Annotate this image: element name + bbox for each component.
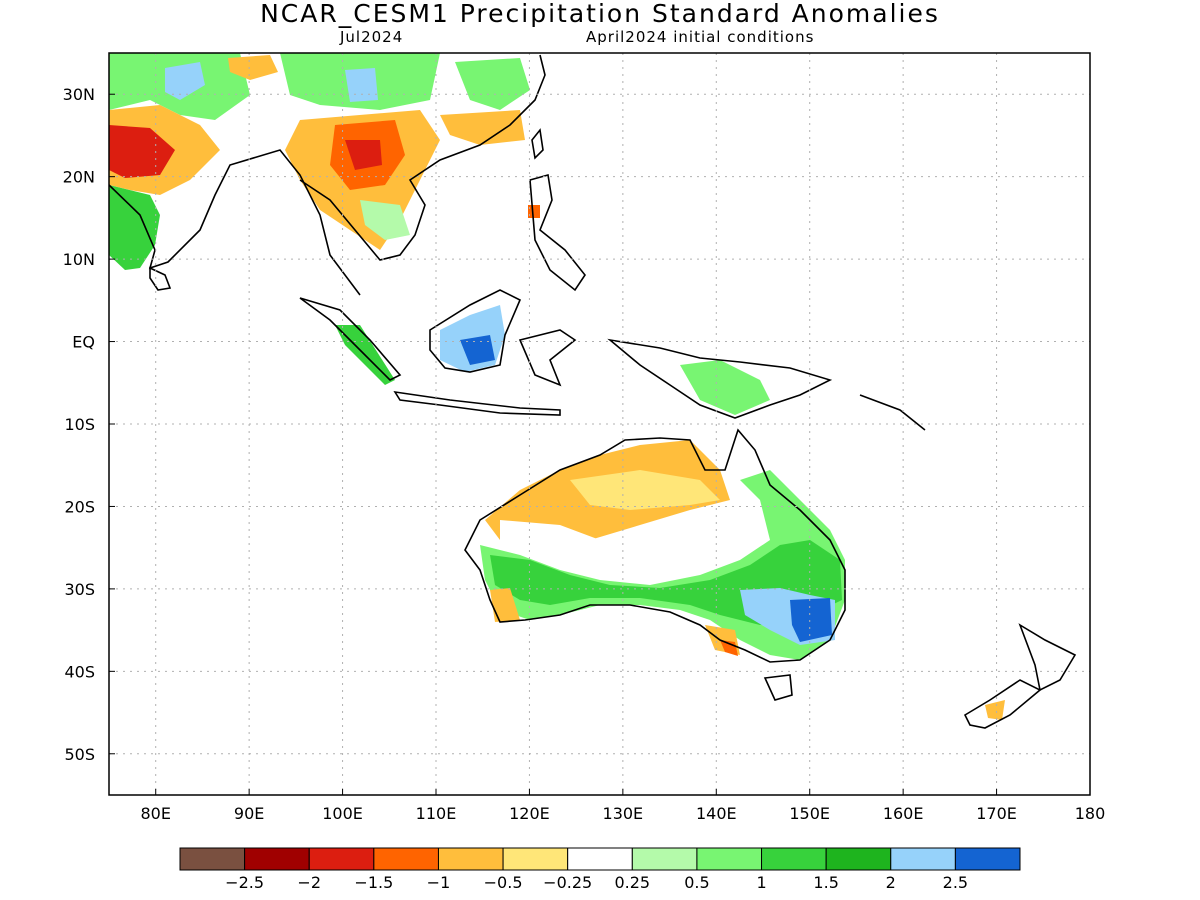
anomaly-patch (360, 200, 410, 240)
coastline-nz-north (1018, 623, 1077, 692)
lat-tick-label: 40S (64, 662, 95, 681)
lat-tick-label: EQ (72, 333, 95, 352)
coastline-java (393, 390, 561, 416)
coastline-new-guinea (607, 338, 833, 419)
colorbar-label: −1.5 (354, 873, 393, 892)
lon-tick-label: 90E (234, 804, 264, 823)
anomaly-patch (345, 140, 382, 170)
colorbar: −2.5 −2 −1.5 −1 −0.5 −0.25 0.25 0.5 1 1.5 2 2.5 (179, 847, 1021, 892)
lon-tick-label: 120E (509, 804, 550, 823)
coastline-taiwan (531, 128, 544, 160)
coastline-sumatra (299, 297, 402, 381)
coastline-sri-lanka (149, 266, 172, 291)
valid-month-label: Jul2024 (340, 28, 404, 46)
anomaly-patch (455, 58, 530, 110)
anomaly-patch (109, 125, 175, 178)
lon-tick-label: 140E (696, 804, 737, 823)
lon-tick-label: 130E (603, 804, 644, 823)
coastline-solomons (859, 394, 926, 431)
lat-tick-label: 50S (64, 745, 95, 764)
anomaly-patch (345, 68, 378, 102)
colorbar-swatch (179, 847, 246, 871)
lat-tick-label: 10N (63, 250, 95, 269)
colorbar-label: −2.5 (225, 873, 264, 892)
lat-tick-label: 20N (63, 168, 95, 187)
lon-tick-label: 180 (1075, 804, 1106, 823)
lon-tick-label: 150E (789, 804, 830, 823)
map-title: NCAR_CESM1 Precipitation Standard Anomal… (260, 0, 940, 28)
colorbar-label: 1.5 (813, 873, 838, 892)
colorbar-swatch (502, 847, 569, 871)
anomaly-patch (528, 205, 540, 218)
lon-tick-label: 170E (976, 804, 1017, 823)
colorbar-label: −1 (427, 873, 451, 892)
longitude-axis: 80E 90E 100E 110E 120E 130E 140E 150E 160E 170E 18… (140, 789, 1105, 823)
colorbar-swatch (308, 847, 375, 871)
anomaly-patch (165, 62, 205, 100)
coastline-tasmania (763, 674, 793, 701)
colorbar-swatch (825, 847, 892, 871)
anomaly-patch (460, 335, 495, 365)
init-conditions-label: April2024 initial conditions (586, 28, 815, 46)
coastlines (109, 54, 1077, 729)
anomaly-patch (490, 588, 520, 622)
coastline-south-asia (109, 149, 361, 296)
anomaly-shading (109, 53, 1005, 720)
colorbar-swatch (696, 847, 763, 871)
coastline-nz-south (963, 679, 1042, 729)
lat-tick-label: 30N (63, 85, 95, 104)
lat-tick-label: 10S (64, 415, 95, 434)
coastline-indochina (299, 54, 546, 261)
colorbar-swatch (244, 847, 310, 871)
colorbar-label: 0.5 (684, 873, 709, 892)
colorbar-swatch (761, 847, 827, 871)
lon-tick-label: 100E (322, 804, 363, 823)
colorbar-label: −2 (297, 873, 321, 892)
anomaly-patch (570, 470, 720, 510)
colorbar-label: 2.5 (943, 873, 968, 892)
coastline-sulawesi (518, 329, 577, 387)
anomaly-patch (109, 185, 160, 270)
anomaly-patch (790, 598, 832, 642)
coastline-australia (464, 428, 846, 663)
grid-lines (109, 53, 1090, 795)
colorbar-label: −0.5 (484, 873, 523, 892)
lat-tick-label: 30S (64, 580, 95, 599)
lon-tick-label: 80E (140, 804, 170, 823)
colorbar-swatch (631, 847, 698, 871)
colorbar-label: −0.25 (543, 873, 592, 892)
colorbar-swatch (954, 847, 1021, 871)
anomaly-patch (680, 360, 770, 415)
latitude-axis: 30N 20N 10N EQ 10S 20S 30S 40S 50S (63, 85, 115, 764)
coastline-philippines (529, 173, 586, 292)
lon-tick-label: 160E (883, 804, 924, 823)
anomaly-patch (440, 110, 525, 145)
colorbar-label: 1 (756, 873, 766, 892)
colorbar-swatch (890, 847, 956, 871)
lon-tick-label: 110E (416, 804, 457, 823)
lat-tick-label: 20S (64, 497, 95, 516)
colorbar-swatch (437, 847, 504, 871)
anomaly-patch (985, 700, 1005, 720)
colorbar-label: 2 (886, 873, 896, 892)
anomaly-patch (500, 520, 770, 580)
anomaly-patch (228, 55, 278, 80)
anomaly-patch (720, 640, 738, 656)
colorbar-swatch (567, 847, 633, 871)
colorbar-swatch (373, 847, 439, 871)
colorbar-label: 0.25 (614, 873, 650, 892)
coastline-borneo (429, 289, 522, 373)
